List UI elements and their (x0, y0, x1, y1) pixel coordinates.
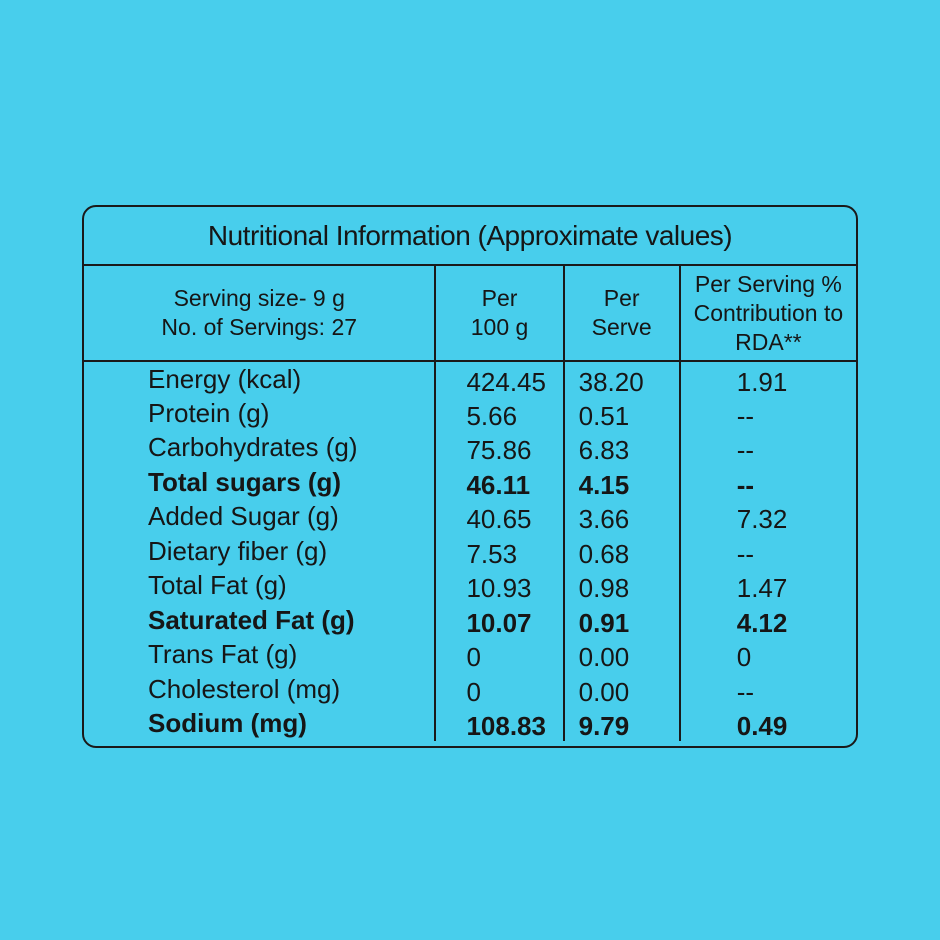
nutrient-label: Protein (g) (148, 397, 270, 428)
nutrient-label: Dietary fiber (g) (148, 535, 328, 566)
per-100g-value: 5.66 (434, 395, 564, 430)
nutrition-table: Nutritional Information (Approximate val… (82, 205, 858, 748)
per-serve-value: 9.79 (562, 706, 680, 741)
per-100g-value: 0 (434, 671, 564, 706)
header-rda-contribution: Per Serving % Contribution to RDA** (678, 266, 856, 362)
nutrient-label: Carbohydrates (g) (148, 432, 358, 463)
per-serve-value: 4.15 (562, 464, 680, 499)
rda-percent-value: -- (678, 464, 856, 499)
per-serve-value: 0.51 (562, 395, 680, 430)
per-serve-value: 0.00 (562, 637, 680, 672)
rda-percent-value: 1.47 (678, 568, 856, 603)
table-row: Saturated Fat (g) 10.07 0.91 4.12 (84, 602, 856, 637)
per-100g-value: 108.83 (434, 706, 564, 741)
table-header: Serving size- 9 g No. of Servings: 27 Pe… (84, 266, 856, 362)
servings-count-text: No. of Servings: 27 (161, 314, 358, 340)
rda-percent-value: 7.32 (678, 499, 856, 534)
rda-percent-value: 4.12 (678, 602, 856, 637)
serving-size-text: Serving size- 9 g (173, 285, 345, 311)
table-title: Nutritional Information (Approximate val… (84, 207, 856, 266)
nutrient-label: Total Fat (g) (148, 570, 287, 601)
table-row: Dietary fiber (g) 7.53 0.68 -- (84, 533, 856, 568)
per-serve-value: 0.91 (562, 602, 680, 637)
rda-percent-value: -- (678, 430, 856, 465)
per-serve-value: 0.98 (562, 568, 680, 603)
table-row: Added Sugar (g) 40.65 3.66 7.32 (84, 499, 856, 534)
nutrient-label: Sodium (mg) (148, 708, 307, 739)
table-row: Protein (g) 5.66 0.51 -- (84, 395, 856, 430)
per-100g-value: 10.93 (434, 568, 564, 603)
table-body: Energy (kcal) 424.45 38.20 1.91 Protein (g) 5… (84, 361, 856, 741)
rda-percent-value: 0.49 (678, 706, 856, 741)
nutrient-label: Added Sugar (g) (148, 501, 339, 532)
per-serve-value: 3.66 (562, 499, 680, 534)
table-row: Energy (kcal) 424.45 38.20 1.91 (84, 361, 856, 396)
per-100g-value: 40.65 (434, 499, 564, 534)
rda-percent-value: 1.91 (678, 361, 856, 396)
table-row: Cholesterol (mg) 0 0.00 -- (84, 671, 856, 706)
table-row: Trans Fat (g) 0 0.00 0 (84, 637, 856, 672)
nutrition-data-table: Serving size- 9 g No. of Servings: 27 Pe… (84, 266, 856, 741)
nutrient-label: Cholesterol (mg) (148, 673, 341, 704)
table-row: Sodium (mg) 108.83 9.79 0.49 (84, 706, 856, 741)
nutrient-label: Total sugars (g) (148, 466, 342, 497)
per-100g-value: 0 (434, 637, 564, 672)
header-row: Serving size- 9 g No. of Servings: 27 Pe… (84, 266, 856, 362)
nutrient-label: Saturated Fat (g) (148, 604, 355, 635)
table-row: Total sugars (g) 46.11 4.15 -- (84, 464, 856, 499)
per-100g-value: 10.07 (434, 602, 564, 637)
header-serving-info: Serving size- 9 g No. of Servings: 27 (84, 266, 436, 362)
rda-percent-value: -- (678, 671, 856, 706)
header-per-serve: Per Serve (562, 266, 680, 362)
table-row: Carbohydrates (g) 75.86 6.83 -- (84, 430, 856, 465)
per-100g-value: 7.53 (434, 533, 564, 568)
per-100g-value: 46.11 (434, 464, 564, 499)
per-100g-value: 75.86 (434, 430, 564, 465)
nutrient-label: Trans Fat (g) (148, 639, 298, 670)
nutrient-label: Energy (kcal) (148, 363, 302, 394)
rda-percent-value: 0 (678, 637, 856, 672)
rda-percent-value: -- (678, 533, 856, 568)
per-100g-value: 424.45 (434, 361, 564, 396)
per-serve-value: 6.83 (562, 430, 680, 465)
per-serve-value: 0.68 (562, 533, 680, 568)
header-per-100g: Per 100 g (434, 266, 564, 362)
rda-percent-value: -- (678, 395, 856, 430)
per-serve-value: 38.20 (562, 361, 680, 396)
table-row: Total Fat (g) 10.93 0.98 1.47 (84, 568, 856, 603)
per-serve-value: 0.00 (562, 671, 680, 706)
